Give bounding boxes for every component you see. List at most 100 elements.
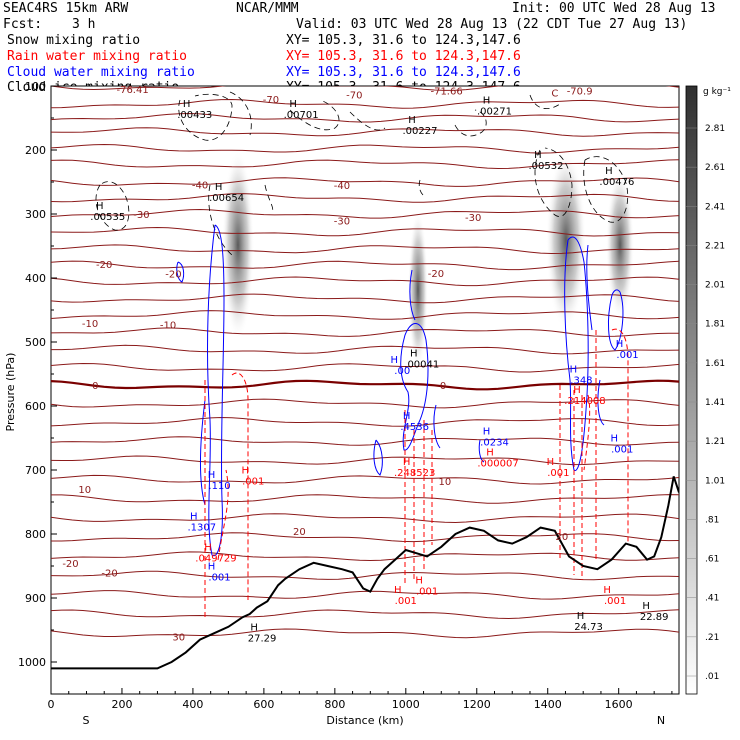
y-tick-label: 100 <box>25 80 46 93</box>
maximum-marker: H <box>410 348 418 359</box>
isotherm-label: 10 <box>78 485 91 496</box>
cloud-ice-contour <box>264 184 274 213</box>
isotherm <box>51 260 679 271</box>
maximum-value-label: .001 <box>208 573 230 584</box>
maximum-marker: H <box>190 512 198 523</box>
y-tick-label: 900 <box>25 592 46 605</box>
isotherm <box>51 98 679 109</box>
x-axis-right-label: N <box>657 714 665 727</box>
x-tick-label: 1200 <box>463 698 491 711</box>
snow-shading-plume <box>546 150 586 330</box>
rain-water-contour <box>583 394 591 471</box>
maximum-value-label: .110 <box>208 481 230 492</box>
isotherm-label: -30 <box>133 210 149 221</box>
cloud-ice-contour <box>349 111 386 131</box>
maximum-marker: H <box>605 166 613 177</box>
isotherm-label: -20 <box>428 269 444 280</box>
x-tick-label: 1000 <box>392 698 420 711</box>
isotherm-label: -10 <box>160 321 176 332</box>
maximum-marker: H <box>394 585 402 596</box>
colorbar-unit: g kg⁻¹ <box>703 87 731 97</box>
cloud-water-contour <box>433 404 441 449</box>
colorbar-tick-label: .21 <box>705 633 719 643</box>
maximum-value-label: .348 <box>570 375 592 386</box>
maximum-value-label: .4536 <box>400 422 429 433</box>
cloud-water-contour <box>597 379 605 426</box>
forecast-value: 3 h <box>72 17 96 32</box>
y-tick-label: 1000 <box>18 656 46 669</box>
maximum-value-label: .00532 <box>528 161 563 172</box>
cloud-ice-contour <box>229 91 252 136</box>
maximum-marker: H <box>483 96 491 107</box>
colorbar-tick-label: .81 <box>705 515 719 525</box>
maximum-marker: H <box>534 150 542 161</box>
snow-shading-plume <box>222 150 254 340</box>
snow-shading-plume <box>408 210 428 370</box>
maximum-value-label: .00535 <box>90 212 125 223</box>
terrain-line <box>51 476 679 670</box>
temperature-labels: -76.41 -70 -70 -71.66 C -70.9 -40 -40 -30 -30 -30 -… <box>62 85 592 643</box>
maximum-marker: H <box>577 611 585 622</box>
forecast-label: Fcst: <box>3 17 43 32</box>
x-axis-label: Distance (km) <box>326 714 403 727</box>
y-axis-label: Pressure (hPa) <box>4 353 17 432</box>
isotherm <box>51 86 679 91</box>
isotherm <box>51 513 679 524</box>
maximum-value-label: .00654 <box>209 193 244 204</box>
maximum-marker: H <box>208 562 216 573</box>
maximum-value-label: .001 <box>242 477 264 488</box>
colorbar-tick-label: .01 <box>705 672 719 682</box>
y-tick-label: 700 <box>25 464 46 477</box>
cloud-water-contours <box>176 224 624 557</box>
isotherm <box>51 590 679 600</box>
field-name-cloud-water: Cloud water mixing ratio <box>7 65 195 80</box>
maximum-value-label: .00271 <box>477 107 512 118</box>
maximum-marker: H <box>204 542 212 553</box>
maximum-value-label: .00041 <box>404 359 439 370</box>
maximum-value-label: .001 <box>604 596 626 607</box>
y-tick-label: 200 <box>25 144 46 157</box>
colorbar-tick-label: 1.21 <box>705 437 725 447</box>
maximum-value-label: .214008 <box>564 396 605 407</box>
isotherm-label: C <box>551 88 558 99</box>
isotherm <box>51 208 679 219</box>
isotherm <box>51 310 679 320</box>
maximum-value-label: .001 <box>547 468 569 479</box>
cloud-ice-contour <box>418 179 424 196</box>
colorbar-tick-label: 2.81 <box>705 124 725 134</box>
cloud-water-contour <box>478 439 485 463</box>
isotherm <box>51 177 679 187</box>
maximum-value-label: .000007 <box>477 459 518 470</box>
colorbar-tick-label: 2.21 <box>705 241 725 251</box>
init-time: Init: 00 UTC Wed 28 Aug 13 <box>512 1 716 16</box>
isotherm <box>51 143 679 154</box>
isotherm-label: -70 <box>263 95 279 106</box>
colorbar-tick-label: 2.61 <box>705 163 725 173</box>
cloud-ice-contour <box>289 99 340 131</box>
maximum-marker: H <box>403 411 411 422</box>
maximum-value-label: .001 <box>416 587 438 598</box>
rain-water-contour <box>217 469 229 561</box>
isotherm <box>51 293 679 304</box>
field-xy-snow: XY= 105.3, 31.6 to 124.3,147.6 <box>286 33 521 48</box>
plot-area <box>50 85 680 695</box>
rain-water-contour <box>231 372 249 600</box>
maximum-marker: H <box>408 115 416 126</box>
y-tick-label: 800 <box>25 528 46 541</box>
org-label: NCAR/MMM <box>236 1 299 16</box>
maximum-marker: H <box>642 601 650 612</box>
cloud-ice-contour <box>95 181 130 231</box>
maximum-marker: H <box>616 339 624 350</box>
maximum-marker: H <box>390 355 398 366</box>
isotherm <box>51 276 679 287</box>
maximum-marker: H <box>547 457 555 468</box>
maximum-value-label: .001 <box>611 445 633 456</box>
x-tick-label: 800 <box>324 698 345 711</box>
maximum-value-label: .00701 <box>284 110 319 121</box>
cloud-water-contour <box>176 261 185 283</box>
maximum-marker: H <box>289 99 297 110</box>
rain-water-contours <box>204 328 629 620</box>
maximum-marker: H <box>415 576 423 587</box>
